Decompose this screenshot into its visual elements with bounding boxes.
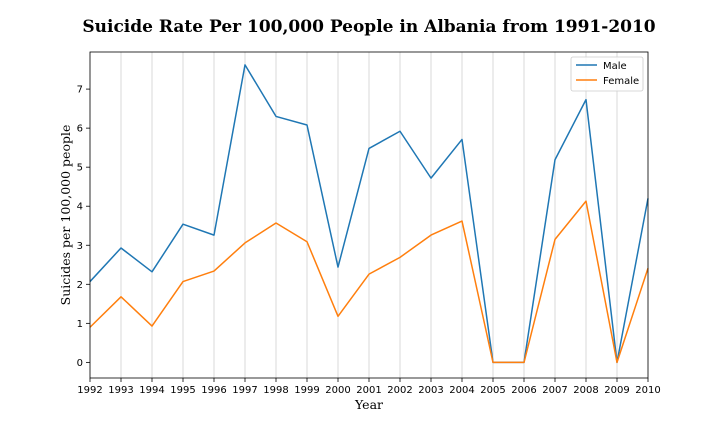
x-axis-label: Year [354,397,383,412]
y-axis-label: Suicides per 100,000 people [58,125,73,306]
x-tick-label: 1998 [263,385,288,396]
legend-label-female: Female [603,76,639,87]
y-tick-label: 5 [77,163,83,174]
y-axis: 0 1 2 3 4 5 6 7 [77,85,90,369]
legend-label-male: Male [603,61,627,72]
x-tick-label: 2010 [635,385,660,396]
x-tick-label: 2009 [604,385,629,396]
x-tick-label: 1994 [139,385,164,396]
y-tick-label: 0 [77,358,83,369]
x-tick-label: 2006 [511,385,536,396]
x-tick-label: 2002 [387,385,412,396]
x-tick-label: 1997 [232,385,257,396]
x-tick-label: 1999 [294,385,319,396]
x-tick-label: 1993 [108,385,133,396]
x-tick-label: 2008 [573,385,598,396]
chart-title: Suicide Rate Per 100,000 People in Alban… [82,17,655,37]
series-line-female [89,200,649,364]
y-tick-label: 1 [77,319,83,330]
x-tick-label: 1995 [170,385,195,396]
series-line-male [89,64,649,364]
series-lines [89,64,649,364]
y-tick-label: 3 [77,241,83,252]
y-tick-label: 2 [77,280,83,291]
y-tick-label: 6 [77,124,83,135]
y-tick-label: 7 [77,85,83,96]
x-tick-label: 2004 [449,385,474,396]
x-tick-label: 2001 [356,385,381,396]
x-tick-label: 2005 [480,385,505,396]
x-tick-label: 2000 [325,385,350,396]
legend: Male Female [570,56,644,92]
x-tick-label: 1996 [201,385,226,396]
y-tick-label: 4 [77,202,83,213]
x-tick-label: 2007 [542,385,567,396]
x-axis: 1992 1993 1994 1995 1996 1997 1998 1999 2000 2001… [77,378,661,396]
x-tick-label: 2003 [418,385,443,396]
grid-lines [89,52,649,378]
x-tick-label: 1992 [77,385,102,396]
